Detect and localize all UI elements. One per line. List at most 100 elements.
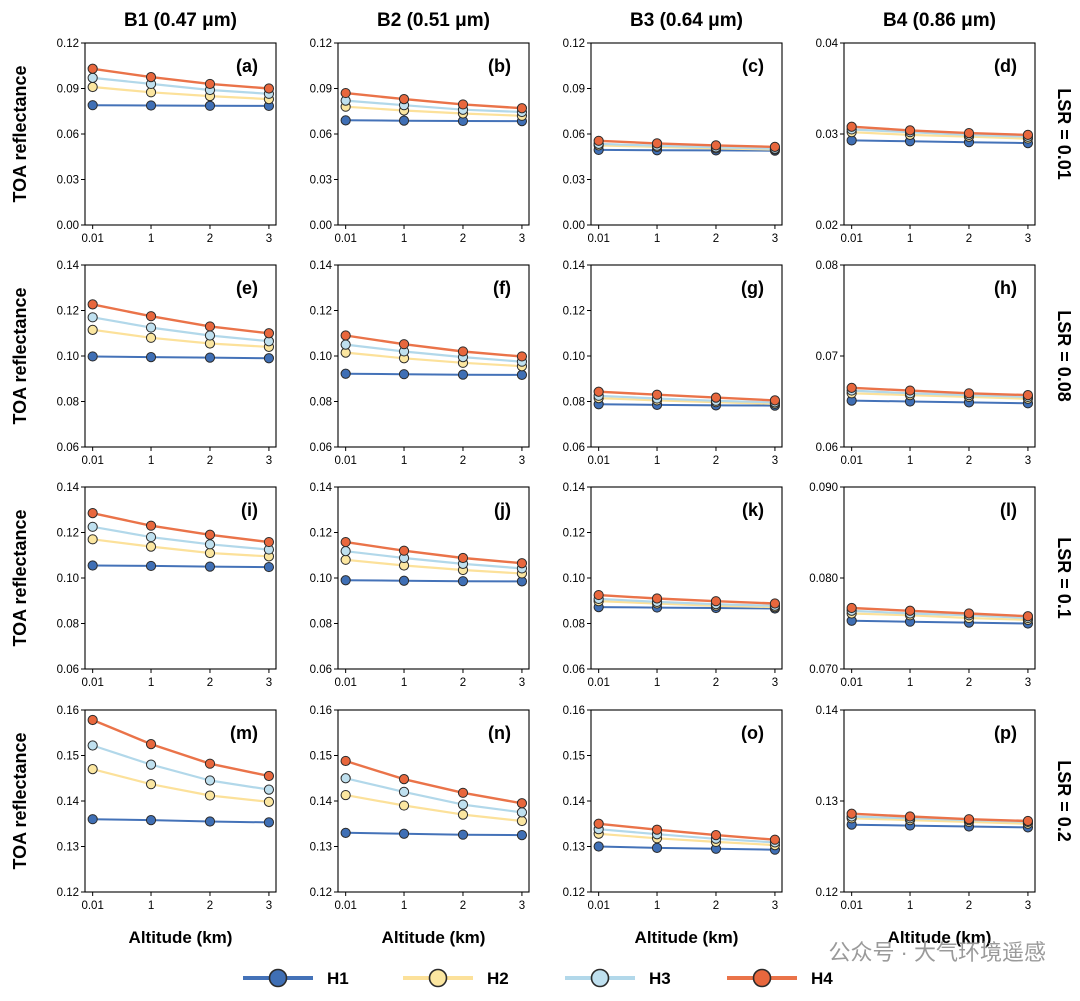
y-tick-label: 0.12 bbox=[57, 528, 79, 540]
data-point-h4 bbox=[1022, 611, 1034, 622]
data-point-h1 bbox=[457, 369, 469, 380]
row-title: LSR = 0.08 bbox=[1054, 310, 1074, 402]
data-point-h1 bbox=[145, 100, 157, 111]
column-title: B1 (0.47 μm) bbox=[124, 10, 237, 31]
y-tick-label: 0.12 bbox=[57, 887, 79, 899]
panel: 0.12 0.13 0.14 0.15 0.16 0.01 1 2 3 (o) bbox=[563, 705, 783, 912]
data-point-h2 bbox=[145, 332, 157, 343]
series-line-h2 bbox=[345, 351, 522, 368]
plot-frame bbox=[590, 42, 783, 226]
row-title: LSR = 0.1 bbox=[1054, 537, 1074, 619]
y-tick-label: 0.08 bbox=[816, 260, 838, 272]
x-tick-label: 0.01 bbox=[81, 233, 103, 245]
y-tick-label: 0.12 bbox=[816, 887, 838, 899]
y-tick-label: 0.00 bbox=[57, 220, 79, 232]
data-point-h4 bbox=[963, 388, 975, 399]
data-point-h4 bbox=[457, 99, 469, 110]
data-point-h4 bbox=[904, 811, 916, 822]
plot-frame bbox=[843, 264, 1036, 448]
series-line-h3 bbox=[851, 389, 1028, 398]
data-point-h1 bbox=[398, 828, 410, 839]
data-point-h3 bbox=[204, 330, 216, 341]
data-point-h4 bbox=[846, 602, 857, 614]
y-tick-label: 0.10 bbox=[310, 351, 332, 363]
series-line-h1 bbox=[598, 606, 775, 610]
series-line-h3 bbox=[92, 76, 269, 95]
data-point-h4 bbox=[516, 351, 528, 362]
data-point-h4 bbox=[710, 596, 722, 607]
panel: 0.00 0.03 0.06 0.09 0.12 0.01 1 2 3 (b) bbox=[310, 38, 530, 245]
data-point-h4 bbox=[263, 328, 275, 339]
series-line-h4 bbox=[345, 334, 523, 358]
panel-label: (m) bbox=[230, 723, 258, 743]
data-point-h1 bbox=[398, 115, 410, 126]
series-line-h1 bbox=[598, 845, 775, 851]
series-line-h1 bbox=[851, 399, 1028, 405]
x-tick-label: 1 bbox=[907, 677, 913, 689]
data-point-h2 bbox=[516, 815, 528, 827]
x-tick-label: 3 bbox=[1025, 233, 1031, 245]
legend-label: H4 bbox=[811, 969, 833, 988]
y-tick-label: 0.03 bbox=[563, 175, 585, 187]
y-tick-label: 0.10 bbox=[310, 573, 332, 585]
series-line-h1 bbox=[345, 831, 522, 837]
series-line-h3 bbox=[92, 744, 270, 791]
series-line-h2 bbox=[345, 794, 523, 823]
x-tick-label: 0.01 bbox=[587, 455, 609, 467]
data-point-h3 bbox=[340, 546, 351, 557]
x-tick-label: 3 bbox=[519, 677, 525, 689]
data-point-h4 bbox=[769, 141, 781, 152]
plot-frame bbox=[84, 709, 277, 893]
panel: 0.06 0.08 0.10 0.12 0.14 0.01 1 2 3 (e) bbox=[57, 260, 277, 467]
data-point-h4 bbox=[516, 103, 528, 114]
series-line-h1 bbox=[92, 564, 269, 569]
y-tick-label: 0.12 bbox=[310, 887, 332, 899]
y-tick-label: 0.06 bbox=[57, 129, 79, 141]
data-point-h4 bbox=[457, 346, 469, 357]
y-tick-label: 0.12 bbox=[310, 38, 332, 50]
legend-label: H2 bbox=[487, 969, 509, 988]
data-point-h4 bbox=[516, 798, 528, 809]
data-point-h4 bbox=[340, 536, 351, 548]
x-tick-label: 3 bbox=[266, 455, 272, 467]
data-point-h2 bbox=[263, 796, 275, 808]
x-tick-label: 3 bbox=[1025, 455, 1031, 467]
series-line-h2 bbox=[598, 600, 775, 609]
data-point-h4 bbox=[87, 299, 98, 310]
data-point-h1 bbox=[398, 369, 410, 380]
x-tick-label: 2 bbox=[207, 233, 213, 245]
data-point-h3 bbox=[87, 740, 98, 751]
data-point-h4 bbox=[904, 385, 916, 396]
y-tick-label: 0.12 bbox=[563, 38, 585, 50]
data-point-h1 bbox=[87, 814, 98, 825]
y-tick-label: 0.08 bbox=[563, 397, 585, 409]
y-tick-label: 0.070 bbox=[809, 664, 838, 676]
panel-label: (l) bbox=[1000, 500, 1017, 520]
y-tick-label: 0.16 bbox=[57, 705, 79, 717]
y-tick-label: 0.10 bbox=[57, 351, 79, 363]
data-point-h4 bbox=[769, 598, 781, 609]
data-point-h2 bbox=[340, 554, 351, 565]
data-point-h4 bbox=[593, 818, 604, 829]
series-line-h1 bbox=[598, 148, 775, 152]
plot-frame bbox=[590, 486, 783, 670]
y-tick-label: 0.08 bbox=[57, 397, 79, 409]
y-tick-label: 0.10 bbox=[57, 573, 79, 585]
x-tick-label: 3 bbox=[519, 900, 525, 912]
series-line-h4 bbox=[598, 139, 775, 149]
data-point-h4 bbox=[651, 593, 663, 604]
x-tick-label: 3 bbox=[772, 455, 778, 467]
data-point-h4 bbox=[263, 83, 275, 94]
plot-frame bbox=[590, 709, 783, 893]
x-axis-label: Altitude (km) bbox=[382, 928, 486, 947]
data-point-h2 bbox=[87, 81, 98, 93]
y-tick-label: 0.14 bbox=[563, 260, 586, 272]
y-tick-label: 0.14 bbox=[57, 482, 80, 494]
series-line-h4 bbox=[345, 91, 522, 110]
y-tick-label: 0.14 bbox=[816, 705, 839, 717]
x-tick-label: 2 bbox=[207, 677, 213, 689]
data-point-h4 bbox=[710, 392, 722, 403]
series-line-h1 bbox=[345, 579, 522, 583]
panel: 0.12 0.13 0.14 0.15 0.16 0.01 1 2 3 (n) bbox=[310, 705, 530, 912]
data-point-h4 bbox=[651, 824, 663, 835]
